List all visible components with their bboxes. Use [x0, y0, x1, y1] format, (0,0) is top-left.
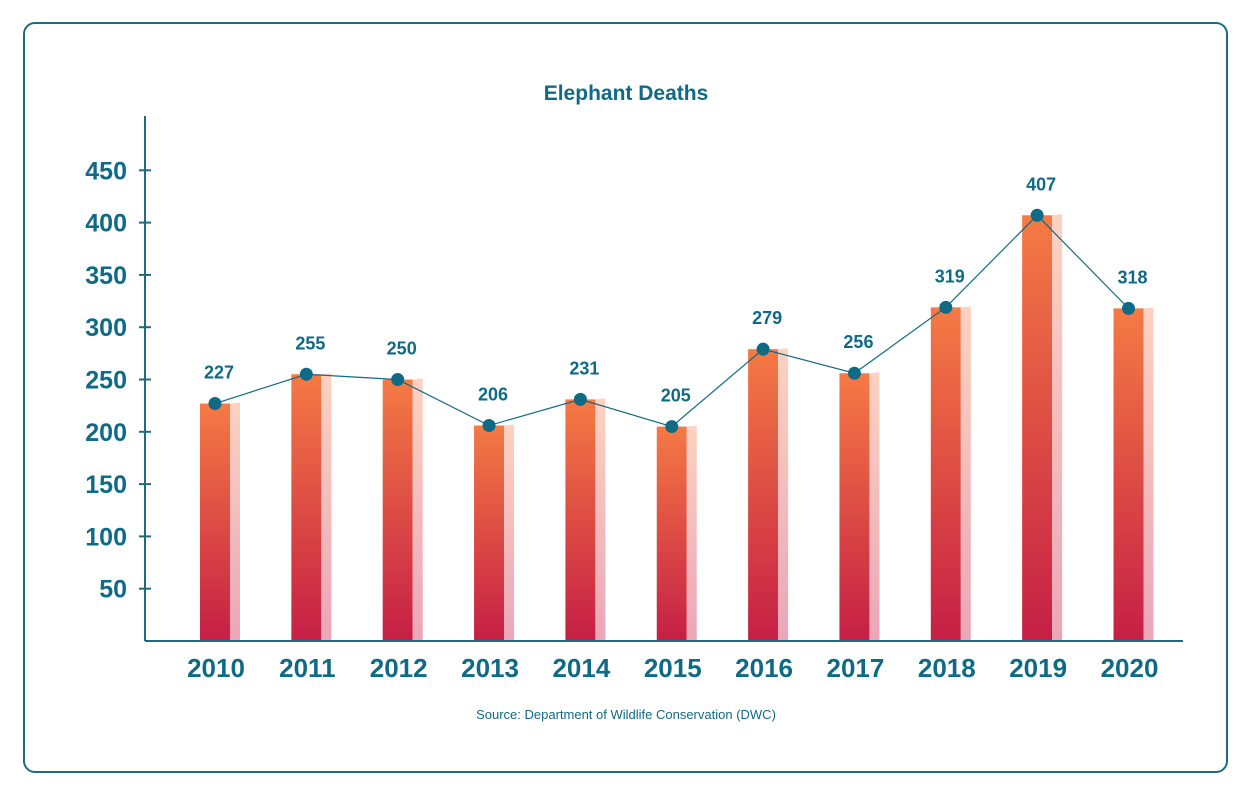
x-tick-label: 2011	[279, 653, 335, 683]
x-tick-label: 2018	[918, 653, 976, 683]
x-tick-label: 2020	[1101, 653, 1159, 683]
bar-2018	[930, 306, 971, 641]
bar-front	[1022, 215, 1053, 641]
data-label: 256	[843, 332, 873, 352]
bar-2017	[839, 372, 880, 641]
bar-side	[869, 372, 880, 641]
bar-side	[1143, 307, 1154, 641]
bar-2020	[1113, 307, 1154, 641]
bar-front	[656, 426, 687, 641]
bar-front	[565, 399, 596, 641]
source-note: Source: Department of Wildlife Conservat…	[476, 707, 776, 722]
x-tick-label: 2017	[827, 653, 885, 683]
y-tick-labels: 50 100 150 200 250 300 350 400 450	[85, 157, 151, 604]
bar-front	[930, 307, 961, 641]
point-marker	[573, 392, 587, 406]
y-tick-label: 400	[85, 210, 127, 238]
bar-side	[778, 348, 789, 641]
data-labels: 227 255 250 206 231 205 279 256 319 407 318	[204, 174, 1148, 405]
point-marker	[208, 397, 222, 411]
y-tick-label: 300	[85, 314, 127, 342]
x-tick-label: 2014	[552, 653, 610, 683]
bar-side	[321, 373, 332, 641]
chart-title: Elephant Deaths	[544, 82, 709, 105]
y-tick-label: 250	[85, 367, 127, 395]
bar-front	[200, 403, 230, 641]
bar-front	[291, 374, 322, 641]
bar-2011	[291, 373, 332, 641]
bar-front	[382, 379, 413, 641]
data-label: 407	[1026, 174, 1056, 194]
x-tick-label: 2015	[644, 653, 702, 683]
x-tick-label: 2010	[187, 653, 245, 683]
data-label: 231	[569, 358, 599, 378]
data-label: 250	[387, 339, 417, 359]
x-tick-label: 2012	[370, 653, 428, 683]
y-tick-label: 100	[85, 523, 127, 551]
bar-front	[839, 373, 870, 641]
point-marker	[939, 300, 953, 314]
data-label: 206	[478, 385, 508, 405]
bar-side	[1052, 214, 1063, 641]
bar-front	[1113, 308, 1144, 641]
bar-side	[960, 306, 971, 641]
y-tick-label: 450	[85, 157, 127, 185]
point-marker	[847, 366, 861, 380]
data-label: 255	[295, 333, 325, 353]
y-tick-label: 50	[99, 576, 127, 604]
x-tick-labels: 2010 2011 2012 2013 2014 2015 2016 2017 2018 2019…	[187, 653, 1158, 683]
bar-side	[412, 378, 423, 641]
y-tick-label: 350	[85, 262, 127, 290]
bar-side	[230, 402, 240, 641]
bar-2019	[1022, 214, 1063, 641]
y-tick-label: 150	[85, 471, 127, 499]
bar-2014	[565, 398, 606, 641]
point-marker	[1030, 208, 1044, 222]
data-label: 227	[204, 363, 234, 383]
data-label: 279	[752, 308, 782, 328]
bar-side	[595, 398, 606, 641]
bar-front	[748, 349, 779, 641]
x-tick-label: 2013	[461, 653, 519, 683]
bar-2013	[474, 424, 515, 641]
bar-2012	[382, 378, 423, 641]
data-label: 319	[935, 266, 965, 286]
bar-2016	[748, 348, 789, 641]
bar-front	[474, 425, 505, 641]
bar-2010	[200, 402, 240, 641]
y-tick-label: 200	[85, 419, 127, 447]
data-label: 205	[661, 386, 691, 406]
data-label: 318	[1117, 267, 1147, 287]
point-marker	[665, 420, 679, 434]
x-tick-label: 2019	[1009, 653, 1067, 683]
trend-line-group	[208, 208, 1135, 434]
bars-group	[200, 214, 1154, 641]
point-marker	[482, 419, 496, 433]
bar-2015	[656, 425, 697, 641]
point-marker	[1122, 301, 1135, 315]
point-marker	[299, 367, 313, 381]
bar-side	[504, 424, 515, 641]
bar-side	[686, 425, 697, 641]
point-marker	[391, 373, 405, 386]
x-tick-label: 2016	[735, 653, 793, 683]
point-marker	[756, 342, 770, 356]
